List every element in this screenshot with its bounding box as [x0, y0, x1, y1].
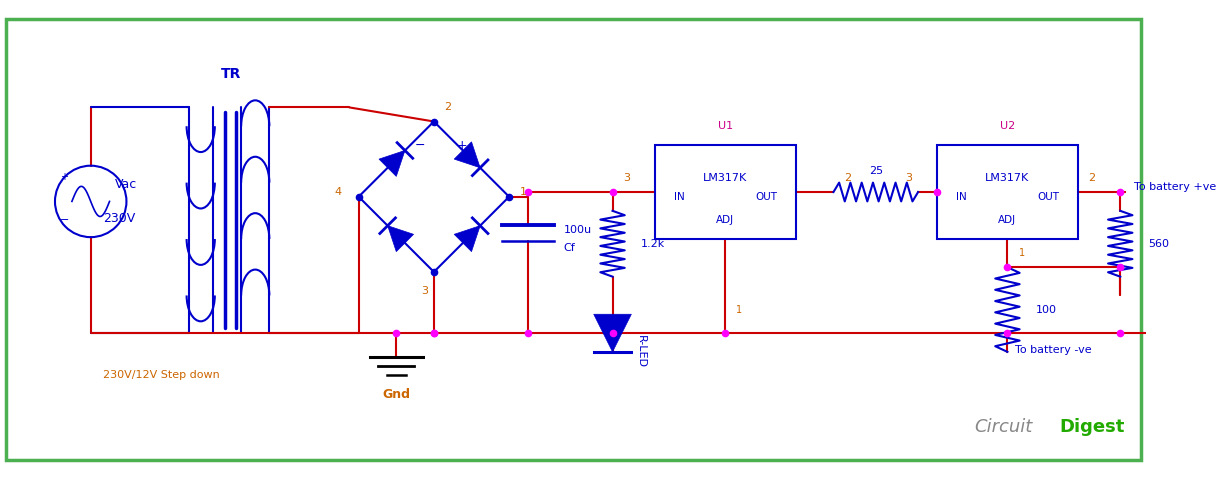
Text: 1: 1 [520, 187, 527, 197]
Text: −: − [60, 215, 69, 225]
Text: 100: 100 [1036, 305, 1056, 315]
Text: 2: 2 [1088, 173, 1095, 183]
Bar [937, 145, 1078, 239]
Polygon shape [594, 314, 632, 352]
Text: To battery -ve: To battery -ve [1015, 345, 1092, 355]
Text: IN: IN [674, 192, 684, 202]
Text: 4: 4 [335, 187, 342, 197]
Text: IN: IN [955, 192, 966, 202]
Text: 230V/12V Step down: 230V/12V Step down [103, 370, 219, 380]
Text: Cf: Cf [563, 243, 576, 253]
Bar [655, 145, 796, 239]
Text: +: + [61, 172, 68, 182]
Text: 560: 560 [1149, 239, 1170, 249]
Polygon shape [388, 226, 414, 251]
Text: Gnd: Gnd [382, 388, 410, 400]
Text: 3: 3 [421, 286, 428, 296]
Text: 25: 25 [869, 166, 882, 176]
Text: 2: 2 [845, 173, 851, 183]
Text: ADJ: ADJ [998, 215, 1016, 225]
Text: 1: 1 [1019, 248, 1025, 258]
Text: −: − [415, 138, 425, 151]
Text: To battery +ve: To battery +ve [1134, 182, 1217, 192]
Text: OUT: OUT [755, 192, 778, 202]
Text: 3: 3 [623, 173, 630, 183]
Text: U1: U1 [718, 121, 733, 131]
Text: 2: 2 [444, 103, 452, 113]
Text: ADJ: ADJ [717, 215, 734, 225]
Text: 3: 3 [905, 173, 913, 183]
Text: U2: U2 [1000, 121, 1015, 131]
Text: LM317K: LM317K [986, 173, 1030, 183]
Text: Circuit: Circuit [975, 419, 1033, 436]
Text: 1: 1 [736, 305, 742, 315]
Polygon shape [454, 226, 481, 251]
Polygon shape [378, 150, 405, 176]
Polygon shape [454, 142, 481, 168]
Text: R-LED: R-LED [636, 335, 646, 368]
Text: Vac: Vac [116, 178, 138, 191]
Text: 100u: 100u [563, 225, 591, 235]
Text: LM317K: LM317K [703, 173, 747, 183]
Text: +: + [456, 138, 467, 151]
Text: TR: TR [220, 68, 241, 81]
Text: 1.2k: 1.2k [640, 239, 664, 249]
Text: Digest: Digest [1059, 419, 1125, 436]
Text: OUT: OUT [1037, 192, 1059, 202]
Text: 230V: 230V [102, 212, 135, 225]
